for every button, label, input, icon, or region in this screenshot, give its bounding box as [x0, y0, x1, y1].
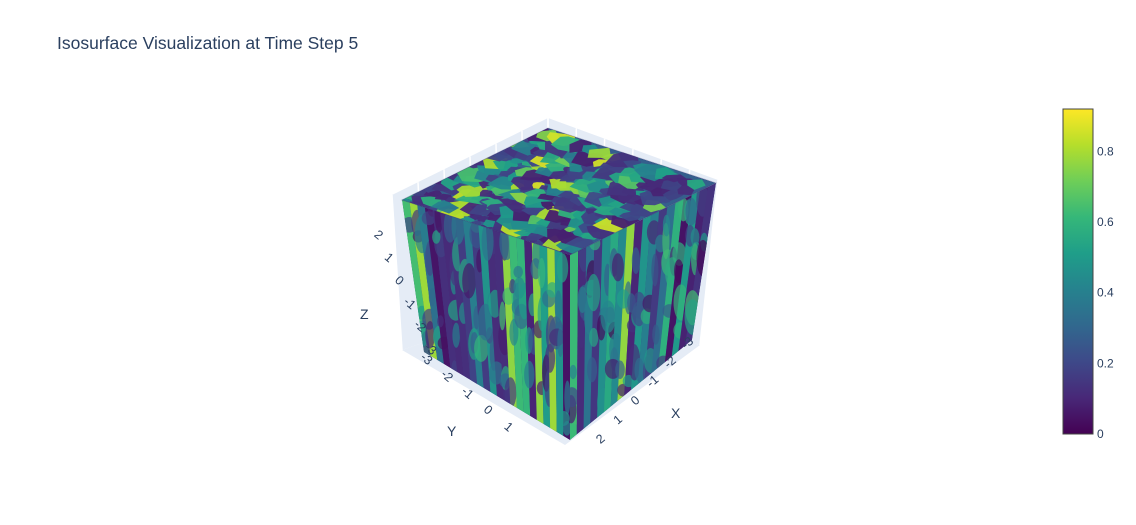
colorbar[interactable]: 0 0.2 0.4 0.6 0.8	[1062, 108, 1114, 441]
x-axis-title: X	[671, 405, 681, 421]
isosurface-patch	[677, 183, 695, 196]
isosurface-blotch	[578, 317, 585, 349]
isosurface-blotch	[481, 221, 494, 261]
isosurface-blotch	[564, 380, 570, 415]
isosurface-patch	[582, 171, 597, 181]
isosurface-blotch	[685, 197, 698, 226]
isosurface-blotch	[672, 242, 687, 266]
isosurface-blotch	[616, 289, 631, 309]
isosurface-blotch	[615, 360, 625, 380]
isosurface-stripe	[424, 207, 451, 368]
isosurface-blotch	[586, 273, 601, 312]
isosurface-patch	[540, 201, 556, 211]
isosurface-blotch	[587, 357, 598, 383]
colorbar-gradient-bar	[1062, 108, 1094, 435]
z-axis-title: Z	[360, 306, 369, 322]
x-tick-label: 2	[593, 431, 607, 446]
isosurface-patch	[565, 236, 594, 249]
isosurface-blotch	[563, 421, 570, 436]
isosurface-blotch	[611, 253, 624, 282]
x-tick-label: 1	[611, 412, 625, 427]
y-tick-label: 1	[501, 419, 515, 434]
gridline	[391, 194, 403, 351]
z-tick-label: 1	[382, 250, 396, 265]
isosurface-blotch	[537, 257, 546, 289]
isosurface-blotch	[428, 288, 436, 306]
isosurface-blotch	[651, 253, 659, 287]
isosurface-patch	[658, 197, 671, 204]
isosurface-blotch	[477, 303, 494, 341]
isosurface-stripe	[501, 232, 517, 408]
isosurface-blotch	[570, 364, 577, 380]
isosurface-patch	[585, 208, 599, 215]
colorbar-tick-label: 0	[1097, 427, 1104, 441]
isosurface-blotch	[504, 377, 517, 409]
isosurface-blotch	[499, 301, 506, 331]
isosurface-blotch	[474, 334, 489, 362]
isosurface-blotch	[589, 327, 599, 347]
isosurface-blotch	[600, 300, 616, 333]
isosurface-blotch	[546, 282, 558, 298]
isosurface-blotch	[557, 327, 564, 357]
isosurface-blotch	[634, 357, 644, 382]
isosurface-blotch	[577, 286, 588, 314]
gridline	[699, 179, 719, 346]
volume-top-outline	[400, 127, 718, 256]
isosurface-patch	[587, 147, 611, 158]
isosurface-blotch	[524, 360, 535, 389]
colorbar-tick-label: 0.4	[1097, 286, 1114, 300]
isosurface-blotch	[452, 322, 461, 348]
isosurface-blotch	[554, 290, 563, 323]
isosurface-blotch	[690, 228, 700, 247]
colorbar-ticks: 0 0.2 0.4 0.6 0.8	[1097, 144, 1114, 441]
isosurface-blotch	[432, 230, 441, 244]
isosurface-blotch	[631, 247, 641, 274]
colorbar-tick-label: 0.6	[1097, 215, 1114, 229]
isosurface-right-face	[570, 183, 716, 440]
isosurface-left-face	[402, 200, 570, 440]
isosurface-blotch	[462, 263, 476, 299]
isosurface-patch	[479, 189, 493, 197]
isosurface-blotch	[652, 324, 660, 345]
isosurface-stripe	[617, 223, 635, 402]
isosurface-blotch	[437, 336, 449, 350]
isosurface-blotch	[556, 253, 569, 283]
z-tick-label: 2	[371, 227, 385, 242]
isosurface-blotch	[425, 321, 435, 349]
isosurface-blotch	[662, 214, 671, 237]
isosurface-blotch	[674, 259, 684, 284]
isosurface-volume[interactable]	[393, 123, 718, 440]
y-tick-label: 0	[481, 402, 495, 417]
isosurface-blotch	[437, 315, 444, 328]
colorbar-tick-label: 0.2	[1097, 356, 1114, 370]
x-tick-label: 0	[628, 393, 642, 408]
chart-title: Isosurface Visualization at Time Step 5	[57, 33, 359, 53]
isosurface-blotch	[570, 387, 579, 408]
colorbar-tick-label: 0.8	[1097, 144, 1114, 158]
y-axis-title: Y	[447, 423, 457, 439]
isosurface-blotch	[513, 265, 523, 278]
isosurface-blotch	[509, 318, 519, 346]
isosurface-patch	[687, 179, 706, 190]
